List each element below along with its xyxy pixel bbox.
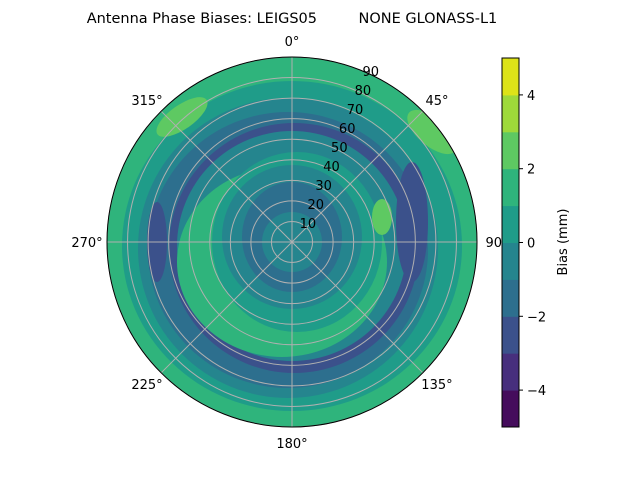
angle-tick-label: 270°: [71, 236, 102, 251]
radial-tick-label: 60: [339, 122, 356, 137]
radial-tick-label: 30: [315, 179, 332, 194]
colorbar-band: [502, 316, 519, 354]
angle-tick-label: 45°: [425, 94, 448, 109]
polar-frame: [106, 56, 478, 428]
angle-tick-label: 225°: [131, 378, 162, 393]
colorbar-band: [502, 94, 519, 133]
colorbar-tick-label: 2: [527, 163, 535, 178]
colorbar-tick-label: 0: [527, 237, 535, 252]
radial-tick-label: 90: [363, 65, 380, 80]
colorbar-band: [502, 390, 519, 428]
contour-band-11: [407, 109, 457, 155]
angular-gridline: [291, 241, 424, 374]
colorbar-band: [502, 58, 519, 96]
chart-title: Antenna Phase Biases: LEIGS05 NONE GLONA…: [87, 11, 498, 27]
angle-tick-label: 180°: [276, 437, 307, 452]
colorbar-band: [502, 353, 519, 391]
colorbar-tick-label: −2: [527, 310, 546, 325]
angular-gridline: [160, 241, 293, 374]
radial-tick-label: 10: [300, 217, 317, 232]
radial-tick-label: 70: [347, 103, 364, 118]
angle-tick-label: 0°: [285, 35, 300, 50]
colorbar-tick-label: 4: [527, 89, 535, 104]
radial-tick-label: 20: [307, 198, 324, 213]
colorbar-band: [502, 168, 519, 207]
angular-gridline: [291, 110, 424, 243]
polar-grid: [106, 56, 478, 428]
angle-tick-label: 315°: [131, 94, 162, 109]
colorbar-band: [502, 131, 519, 170]
radial-tick-label: 50: [331, 141, 348, 156]
contour-band-12: [372, 199, 392, 235]
angular-gridline: [160, 110, 293, 243]
colorbar: −4 −2 0 2 4 Bias (mm): [501, 57, 571, 428]
radial-tick-label: 40: [323, 160, 340, 175]
contour-band-13: [156, 97, 208, 137]
colorbar-band: [502, 242, 519, 280]
radial-tick-label: 80: [355, 84, 372, 99]
contour-band-14: [396, 162, 428, 282]
colorbar-label: Bias (mm): [556, 209, 571, 276]
tick-labels: 1020304050607080900°45°90°135°180°225°27…: [71, 35, 508, 452]
colorbar-band: [502, 205, 519, 243]
colorbar-tick-label: −4: [527, 384, 546, 399]
colorbar-band: [502, 279, 519, 317]
angle-tick-label: 135°: [421, 378, 452, 393]
